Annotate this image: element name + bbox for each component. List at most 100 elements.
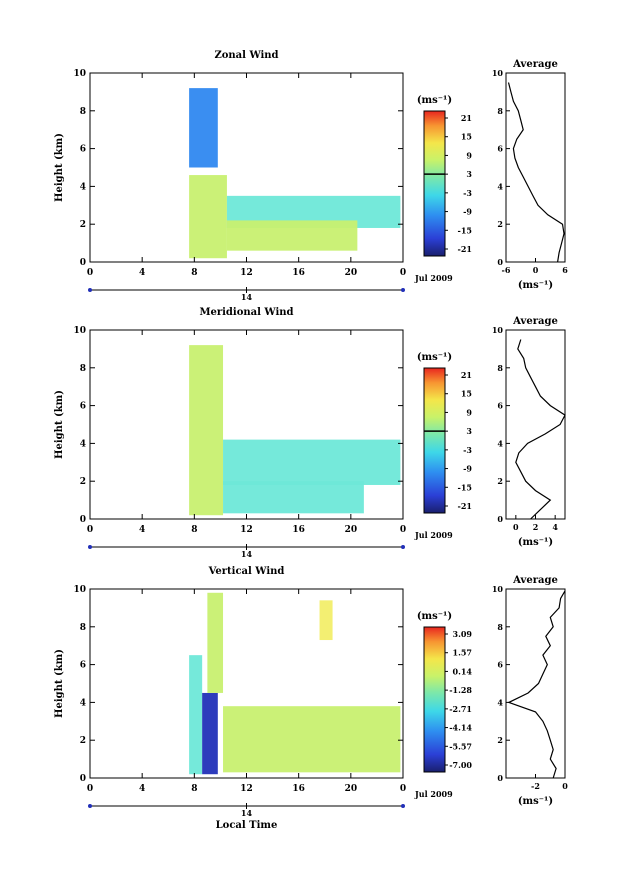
colorbar-tick-label: 3.09 xyxy=(453,629,473,639)
colorbar-tick-label: -15 xyxy=(458,482,472,492)
average-x-tick-label: -6 xyxy=(502,265,511,275)
heatmap-cell-region xyxy=(226,220,358,251)
colorbar-unit: (ms⁻¹) xyxy=(417,611,452,622)
date-axis-end-marker xyxy=(401,288,405,292)
average-y-tick-label: 0 xyxy=(497,773,503,783)
colorbar xyxy=(423,626,446,773)
average-x-axis-label: (ms⁻¹) xyxy=(518,280,553,291)
x-tick-label: 20 xyxy=(345,268,358,278)
average-y-tick-label: 2 xyxy=(497,476,503,486)
average-y-tick-label: 6 xyxy=(497,144,503,154)
date-axis-start-marker xyxy=(88,804,92,808)
heatmap-cell-region xyxy=(189,655,203,775)
colorbar-tick-label: 3 xyxy=(466,426,472,436)
average-y-tick-label: 4 xyxy=(497,438,503,448)
average-x-tick-label: -2 xyxy=(531,781,540,791)
colorbar-unit: (ms⁻¹) xyxy=(417,352,452,363)
y-tick-label: 2 xyxy=(80,477,86,487)
colorbar-tick-label: 21 xyxy=(461,370,472,380)
colorbar-tick-label: 9 xyxy=(466,150,472,160)
average-profile-line xyxy=(507,590,566,779)
chart-title: Vertical Wind xyxy=(208,566,285,577)
y-tick-label: 0 xyxy=(80,258,86,268)
y-axis-label: Height (km) xyxy=(54,649,65,718)
x-axis-label: Local Time xyxy=(216,820,278,831)
average-y-tick-label: 8 xyxy=(497,363,503,373)
average-title: Average xyxy=(512,59,558,70)
y-tick-label: 0 xyxy=(80,515,86,525)
average-frame xyxy=(505,588,566,779)
heatmap-cell-region xyxy=(223,481,364,514)
colorbar-tick-label: 15 xyxy=(461,132,472,142)
y-tick-label: 8 xyxy=(80,623,86,633)
x-tick-label: 0 xyxy=(400,784,406,794)
heatmap-cell-region xyxy=(189,88,218,168)
average-x-axis-label: (ms⁻¹) xyxy=(518,537,553,548)
colorbar-tick-label: -21 xyxy=(458,244,472,254)
date-label: 14 xyxy=(241,808,253,818)
x-tick-label: 12 xyxy=(240,784,253,794)
colorbar-tick-label: -2.71 xyxy=(449,704,472,714)
y-tick-label: 6 xyxy=(80,661,86,671)
average-x-tick-label: 6 xyxy=(562,265,568,275)
date-axis-start-marker xyxy=(88,545,92,549)
y-tick-label: 0 xyxy=(80,774,86,784)
x-tick-label: 12 xyxy=(240,525,253,535)
colorbar xyxy=(423,110,446,257)
average-y-tick-label: 2 xyxy=(497,219,503,229)
y-tick-label: 6 xyxy=(80,402,86,412)
date-axis-start-marker xyxy=(88,288,92,292)
x-tick-label: 16 xyxy=(292,268,305,278)
average-y-tick-label: 10 xyxy=(492,68,504,78)
average-y-tick-label: 8 xyxy=(497,106,503,116)
colorbar-tick-label: -3 xyxy=(463,445,472,455)
colorbar-tick-label: -4.14 xyxy=(449,723,472,733)
average-y-tick-label: 4 xyxy=(497,181,503,191)
x-tick-label: 8 xyxy=(191,784,197,794)
date-label: 14 xyxy=(241,549,253,559)
average-profile-line xyxy=(507,82,565,263)
average-frame xyxy=(505,72,566,263)
y-tick-label: 4 xyxy=(80,698,86,708)
heatmap-cell-region xyxy=(189,175,227,259)
colorbar-tick-label: -7.00 xyxy=(449,760,472,770)
y-tick-label: 10 xyxy=(73,585,86,595)
colorbar-tick-label: -3 xyxy=(463,188,472,198)
y-tick-label: 2 xyxy=(80,736,86,746)
average-x-tick-label: 4 xyxy=(552,522,558,532)
average-profile-panel: Average 0 2 4 6 8 10 0 2 4 (ms⁻¹) xyxy=(492,316,566,548)
x-tick-label: 8 xyxy=(191,268,197,278)
x-tick-label: 0 xyxy=(87,525,93,535)
colorbar-tick-label: -21 xyxy=(458,501,472,511)
chart-title: Meridional Wind xyxy=(199,307,293,318)
x-tick-label: 0 xyxy=(87,268,93,278)
colorbar-tick-label: -15 xyxy=(458,225,472,235)
heatmap-cell-region xyxy=(207,592,224,693)
average-profile-panel: Average 0 2 4 6 8 10 -2 0 (ms⁻¹) xyxy=(492,575,568,807)
x-tick-label: 0 xyxy=(400,525,406,535)
date-suffix-label: Jul 2009 xyxy=(414,789,453,799)
x-tick-label: 0 xyxy=(87,784,93,794)
average-x-tick-label: 2 xyxy=(533,522,539,532)
average-x-axis-label: (ms⁻¹) xyxy=(518,796,553,807)
average-y-tick-label: 10 xyxy=(492,584,504,594)
x-tick-label: 0 xyxy=(400,268,406,278)
y-tick-label: 8 xyxy=(80,107,86,117)
heatmap-cell-region xyxy=(223,439,401,485)
heatmap-cell-region xyxy=(223,706,401,773)
x-tick-label: 4 xyxy=(139,268,145,278)
date-axis-end-marker xyxy=(401,545,405,549)
x-tick-label: 4 xyxy=(139,784,145,794)
average-x-tick-label: 0 xyxy=(533,265,539,275)
average-y-tick-label: 0 xyxy=(497,257,503,267)
heatmap-cell-region xyxy=(202,692,218,775)
average-y-tick-label: 10 xyxy=(492,325,504,335)
colorbar-tick-label: 15 xyxy=(461,389,472,399)
colorbar-tick-label: 0.14 xyxy=(453,666,473,676)
heatmap-cell-region xyxy=(189,345,224,516)
average-profile-line xyxy=(515,339,566,520)
x-tick-label: 12 xyxy=(240,268,253,278)
